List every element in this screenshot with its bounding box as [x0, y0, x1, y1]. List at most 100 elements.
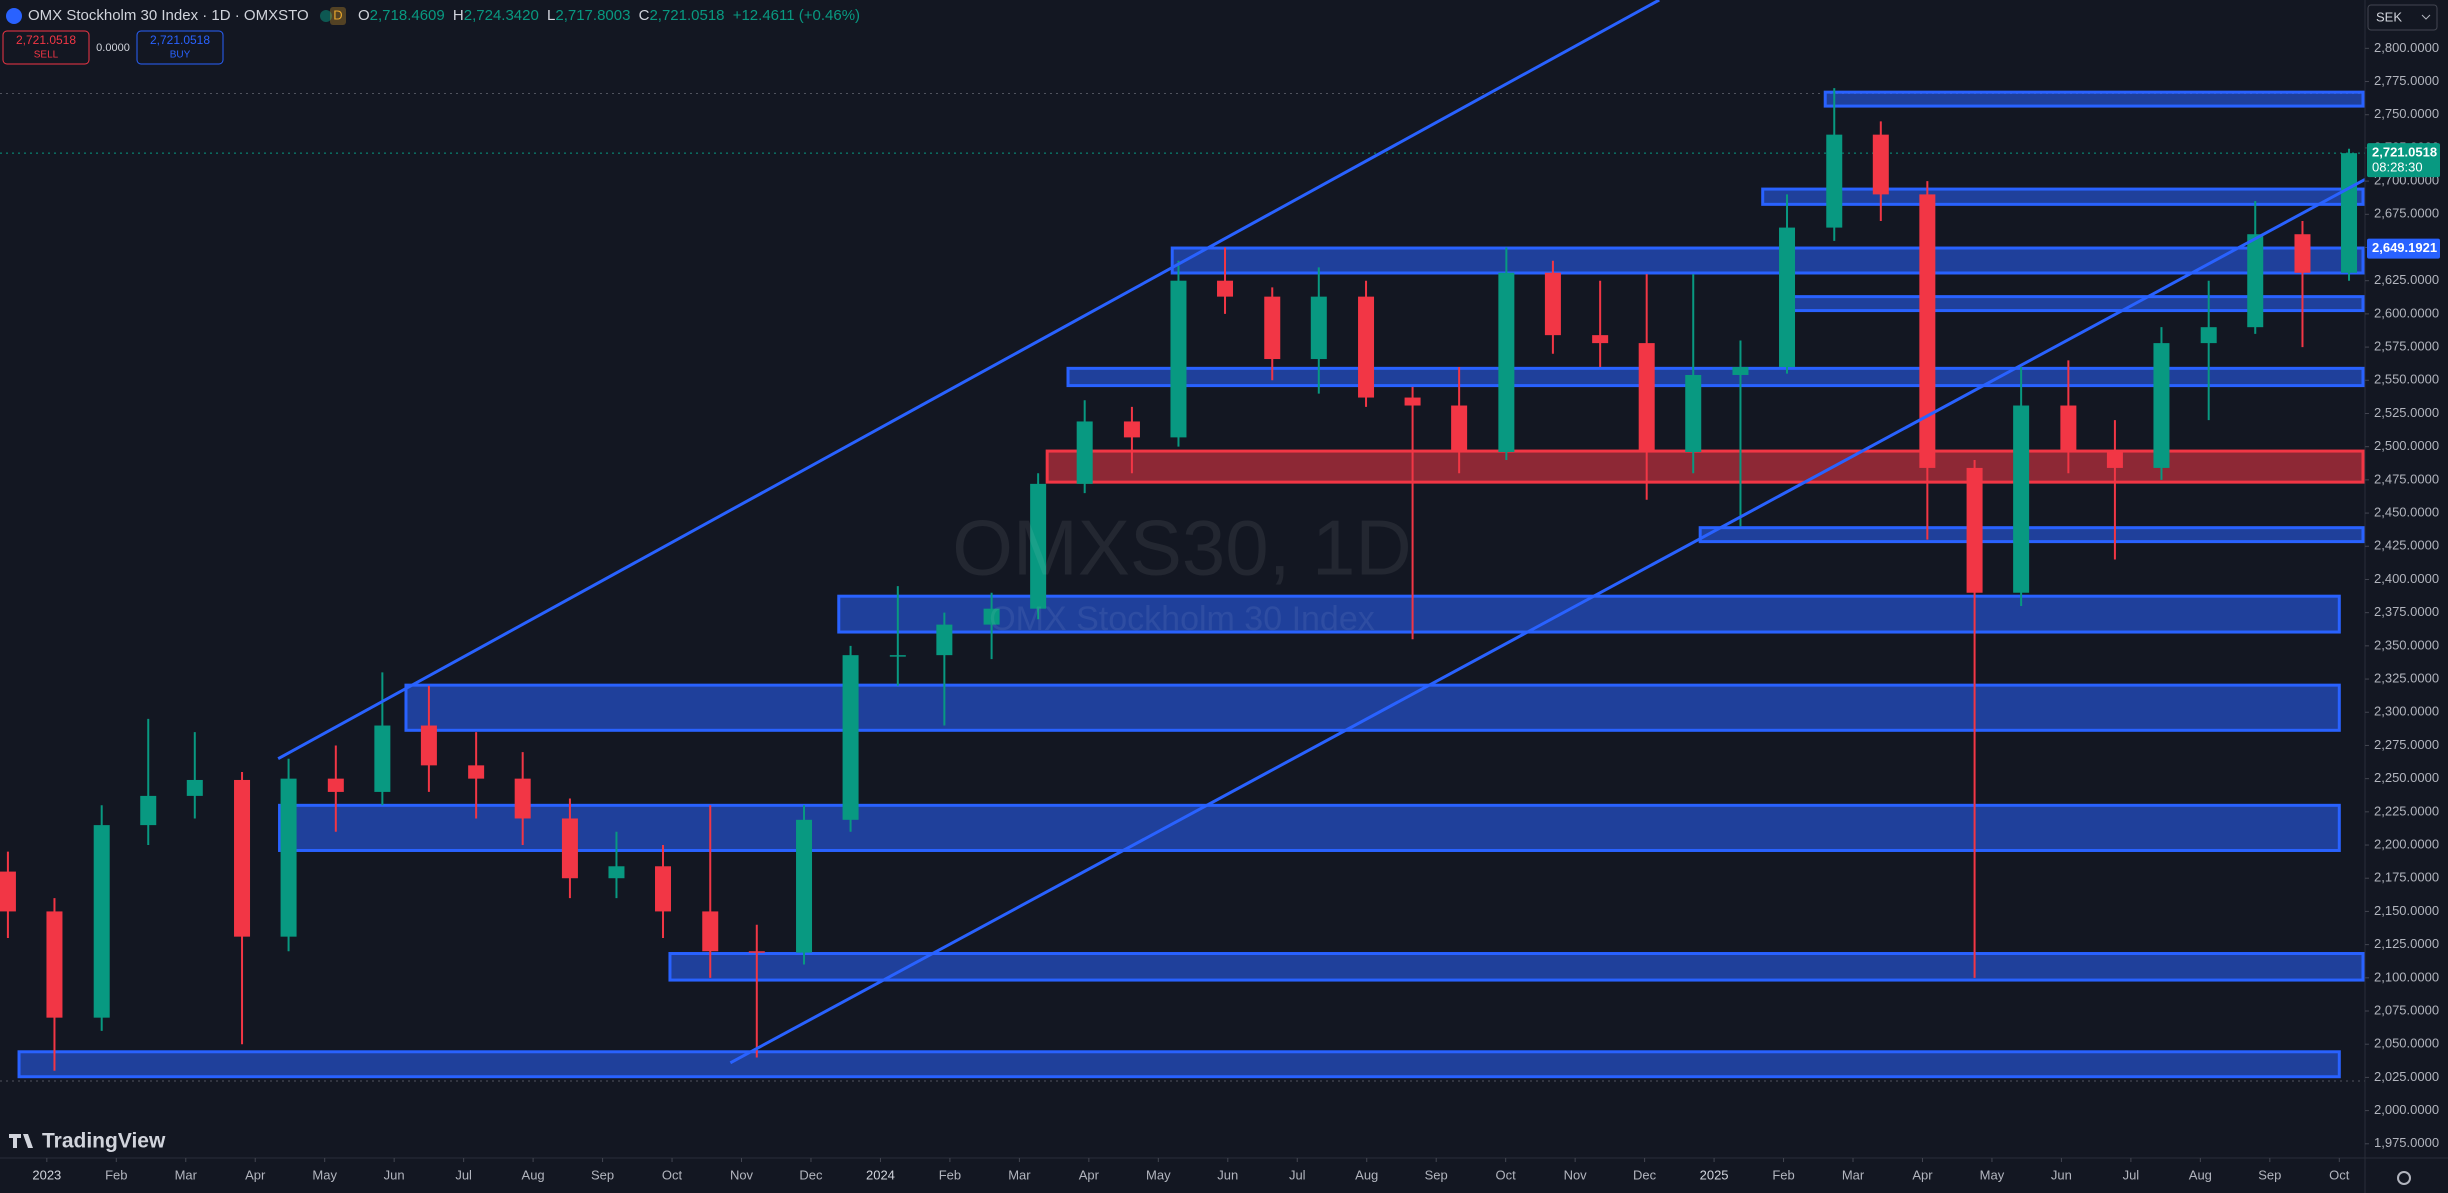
y-tick-label: 2,675.0000 [2374, 206, 2439, 221]
x-tick-label: Apr [1912, 1167, 1933, 1182]
y-tick-label: 2,175.0000 [2374, 870, 2439, 885]
candle-body [1872, 134, 1889, 195]
sell-button[interactable] [2, 30, 90, 65]
x-tick-label: Feb [105, 1167, 127, 1182]
spread: 0.0000 [96, 42, 130, 54]
x-tick-label: Nov [1564, 1167, 1588, 1182]
zone [668, 952, 2365, 982]
price-label-box [2367, 238, 2440, 259]
price-label: 2,649.1921 [2372, 240, 2437, 255]
y-tick-label: 2,100.0000 [2374, 969, 2439, 984]
zone [404, 683, 2341, 732]
y-tick-label: 2,125.0000 [2374, 936, 2439, 951]
candle-body [1123, 421, 1140, 438]
candle-body [983, 608, 1000, 625]
candle-body [1217, 280, 1234, 297]
candle-body [1358, 296, 1375, 398]
candle-body [374, 725, 391, 792]
candle-body [1638, 343, 1655, 452]
candle-body [1779, 227, 1796, 368]
price-label-time: 08:28:30 [2372, 160, 2423, 175]
change: +12.4611 (+0.46%) [733, 7, 860, 24]
y-tick-label: 2,350.0000 [2374, 637, 2439, 652]
candle-body [608, 866, 625, 879]
candle-body [2060, 405, 2077, 452]
y-tick-label: 2,325.0000 [2374, 670, 2439, 685]
zone [1066, 366, 2365, 388]
y-tick-label: 2,250.0000 [2374, 770, 2439, 785]
dropdown-caret [2421, 14, 2431, 20]
sell-label: SELL [34, 50, 59, 61]
x-tick-label: Mar [1008, 1167, 1031, 1182]
candle-body [2153, 343, 2170, 468]
candle-body [1966, 467, 1983, 593]
ohlc-value: 2,724.3420 [464, 7, 539, 24]
x-tick-label: Jul [455, 1167, 472, 1182]
zone [278, 803, 2341, 852]
x-tick-label: Dec [799, 1167, 823, 1182]
buy-price: 2,721.0518 [150, 33, 210, 47]
y-tick-label: 2,575.0000 [2374, 339, 2439, 354]
ohlc-value: 2,721.0518 [649, 7, 724, 24]
zone [17, 1050, 2341, 1079]
y-tick-label: 2,800.0000 [2374, 40, 2439, 55]
y-tick-label: 2,500.0000 [2374, 438, 2439, 453]
watermark-subtitle: OMX Stockholm 30 Index [989, 600, 1375, 638]
zone [1761, 187, 2365, 206]
symbol-icon [6, 8, 22, 24]
candle-body [327, 778, 344, 792]
ohlc: O2,718.4609 H2,724.3420 L2,717.8003 C2,7… [358, 7, 860, 24]
x-tick-label: Dec [1633, 1167, 1657, 1182]
y-tick-label: 2,075.0000 [2374, 1002, 2439, 1017]
y-tick-label: 2,475.0000 [2374, 471, 2439, 486]
y-tick-label: 2,025.0000 [2374, 1069, 2439, 1084]
candle-body [514, 778, 531, 819]
candle-body [748, 951, 765, 953]
x-tick-label: 2023 [32, 1167, 61, 1182]
candle-body [936, 624, 953, 656]
y-tick-label: 2,225.0000 [2374, 803, 2439, 818]
candle-body [1919, 194, 1936, 468]
brand-logo [9, 1134, 33, 1148]
candle-body [1264, 296, 1281, 360]
zone [837, 594, 2341, 634]
candle-body [2200, 327, 2217, 344]
x-tick-label: May [1980, 1167, 2005, 1182]
price-label-box [2367, 143, 2440, 178]
buy-button[interactable] [136, 30, 224, 65]
x-tick-label: Oct [662, 1167, 683, 1182]
candle-body [702, 911, 719, 952]
zone [1045, 449, 2365, 484]
candle-body [1498, 272, 1515, 452]
x-tick-label: Feb [939, 1167, 961, 1182]
trendline [729, 178, 2366, 1065]
y-tick-label: 2,300.0000 [2374, 704, 2439, 719]
status-dot [320, 10, 332, 22]
y-tick-label: 2,775.0000 [2374, 73, 2439, 88]
x-tick-label: Mar [1842, 1167, 1865, 1182]
y-tick-label: 2,400.0000 [2374, 571, 2439, 586]
candle-body [842, 655, 859, 820]
y-tick-label: 1,975.0000 [2374, 1135, 2439, 1150]
candle-body [1826, 134, 1843, 228]
candle-body [1732, 367, 1749, 375]
y-tick-label: 2,425.0000 [2374, 538, 2439, 553]
candle-body [46, 911, 63, 1018]
watermark: OMXS30, 1D [952, 504, 1412, 592]
candle-body [1685, 374, 1702, 452]
y-tick-label: 2,750.0000 [2374, 106, 2439, 121]
ohlc-value: 2,717.8003 [555, 7, 630, 24]
x-tick-label: May [312, 1167, 337, 1182]
y-tick-label: 2,550.0000 [2374, 372, 2439, 387]
symbol-title[interactable]: OMX Stockholm 30 Index · 1D · OMXSTO [28, 7, 309, 24]
x-tick-label: Feb [1772, 1167, 1794, 1182]
y-tick-label: 2,200.0000 [2374, 836, 2439, 851]
currency-box[interactable] [2367, 4, 2438, 31]
settings-icon[interactable] [2397, 1171, 2411, 1185]
sell-price: 2,721.0518 [16, 33, 76, 47]
candle-body [2341, 153, 2358, 273]
zone [1170, 246, 2365, 275]
x-tick-label: Sep [2258, 1167, 2281, 1182]
candle-body [2247, 234, 2264, 328]
trendline [277, 0, 1660, 761]
